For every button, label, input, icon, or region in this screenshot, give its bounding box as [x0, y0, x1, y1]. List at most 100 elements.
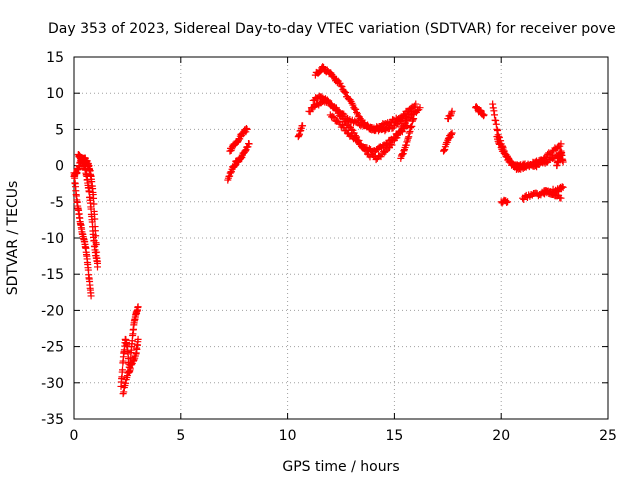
data-point	[412, 100, 420, 108]
data-point-interp	[480, 112, 488, 120]
data-point	[559, 158, 567, 166]
series-arc14	[444, 107, 456, 123]
data-point-interp	[126, 365, 134, 373]
y-tick-label: 0	[55, 159, 64, 175]
data-point-interp	[296, 130, 304, 138]
data-point	[134, 303, 142, 311]
y-tick-label: -20	[41, 303, 64, 319]
series-arc15	[440, 129, 456, 155]
data-point-interp	[372, 156, 380, 164]
data-point	[243, 125, 251, 133]
y-tick-label: 5	[55, 122, 64, 138]
series-arc10	[309, 92, 420, 134]
data-point	[557, 194, 565, 202]
data-point-interp	[404, 134, 412, 142]
y-tick-label: -15	[41, 267, 64, 283]
data-point-interp	[319, 63, 327, 71]
data-point-interp	[306, 108, 314, 116]
data-point-interp	[341, 88, 349, 96]
data-point-interp	[398, 151, 406, 159]
data-point-interp	[492, 120, 500, 128]
data-point	[234, 136, 242, 144]
data-point-interp	[122, 379, 130, 387]
data-point-interp	[403, 138, 411, 146]
data-point-interp	[497, 140, 505, 148]
data-point-interp	[490, 107, 498, 115]
data-point-interp	[295, 132, 303, 140]
data-point-interp	[348, 99, 356, 107]
axis-ticks: 0 5 10 15 20 25 15 10 5 0 -5 -10 -15 -20 -25 -30 -35	[41, 50, 617, 444]
data-point-interp	[119, 366, 127, 374]
data-point-interp	[400, 147, 408, 155]
data-point-interp	[230, 163, 238, 171]
data-point-interp	[227, 146, 235, 154]
x-tick-label: 20	[492, 428, 510, 444]
data-point-interp	[352, 105, 360, 113]
data-point-interp	[446, 112, 454, 120]
data-point-interp	[328, 100, 336, 108]
data-point-interp	[342, 89, 350, 97]
series-arc7	[224, 140, 253, 184]
data-point-interp	[242, 124, 250, 132]
data-point	[493, 125, 501, 133]
data-point-interp	[447, 109, 455, 117]
data-point-interp	[503, 199, 511, 207]
y-tick-label: -5	[50, 195, 64, 211]
data-point-interp	[479, 110, 487, 118]
data-point	[134, 335, 142, 343]
data-point-interp	[406, 128, 414, 136]
data-point	[405, 129, 413, 137]
data-point-interp	[226, 169, 234, 177]
data-point-interp	[492, 117, 500, 125]
data-point	[245, 140, 253, 148]
x-tick-label: 10	[279, 428, 297, 444]
data-point-interp	[226, 172, 234, 180]
data-point-interp	[330, 113, 338, 121]
data-point-interp	[130, 356, 138, 364]
data-point	[559, 183, 567, 191]
y-tick-label: 15	[46, 50, 64, 66]
series-arc12	[326, 111, 411, 156]
data-point	[410, 115, 418, 123]
data-point-interp	[404, 136, 412, 144]
data-point-interp	[241, 147, 249, 155]
series-arc5	[119, 335, 142, 398]
data-point	[504, 198, 512, 206]
data-point-interp	[402, 141, 410, 149]
data-point-interp	[447, 131, 455, 139]
data-point-interp	[347, 131, 355, 139]
data-point-interp	[244, 143, 252, 151]
data-point-interp	[231, 162, 239, 170]
series-arc11	[311, 63, 415, 135]
data-point	[440, 147, 448, 155]
data-point	[480, 111, 488, 119]
data-point	[337, 82, 345, 90]
series-arc17	[489, 100, 565, 173]
data-point	[128, 361, 136, 369]
data-point	[448, 129, 456, 137]
data-point-interp	[407, 124, 415, 132]
series-arc2	[70, 169, 95, 300]
x-tick-label: 0	[70, 428, 79, 444]
data-point	[416, 104, 424, 112]
data-point-interp	[316, 67, 324, 75]
data-point-interp	[405, 133, 413, 141]
data-point-interp	[388, 141, 396, 149]
series-arc3	[74, 151, 101, 267]
data-point	[299, 122, 307, 130]
data-point-interp	[440, 146, 448, 154]
x-tick-label: 15	[385, 428, 403, 444]
data-point	[348, 125, 356, 133]
series-arc6	[226, 124, 251, 155]
data-point	[119, 390, 127, 398]
y-tick-label: 10	[46, 86, 64, 102]
data-point	[407, 107, 415, 115]
data-point	[489, 100, 497, 108]
series-arc13	[397, 115, 418, 162]
data-points	[70, 63, 567, 398]
data-point-interp	[494, 127, 502, 135]
series-arc18	[493, 133, 565, 171]
data-point-interp	[120, 388, 128, 396]
data-point-interp	[520, 195, 528, 203]
data-point-interp	[409, 116, 417, 124]
